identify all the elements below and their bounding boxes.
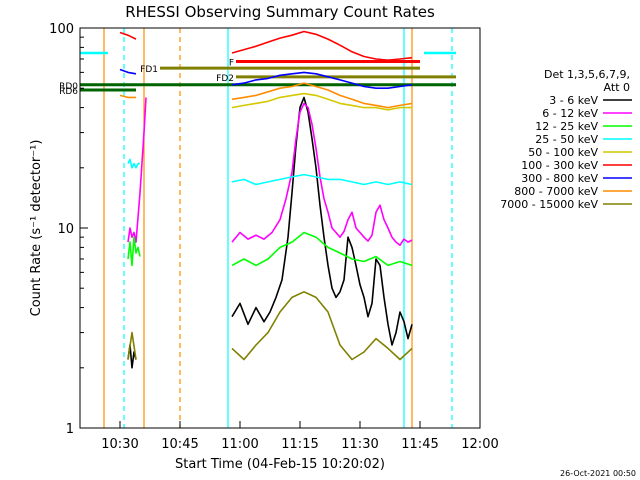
- legend-label-7: 800 - 7000 keV: [514, 185, 598, 198]
- series-line-8-segment-1: [231, 290, 413, 361]
- series-line-7-segment-1: [231, 82, 413, 109]
- series-line-6-segment-1: [231, 71, 413, 89]
- series-line-3-segment-0: [127, 158, 140, 169]
- legend-header-line-1: Att 0: [604, 81, 630, 94]
- series-line-7-segment-0: [119, 94, 136, 99]
- legend-label-1: 6 - 12 keV: [542, 107, 598, 120]
- state-bar-label-fd2: FD2: [216, 74, 234, 84]
- x-tick-label-1: 10:45: [161, 437, 198, 452]
- x-tick-label-4: 11:30: [341, 437, 378, 452]
- x-axis-label: Start Time (04-Feb-15 10:20:02): [175, 457, 385, 472]
- state-bar-label-fd1: FD1: [140, 65, 158, 75]
- series-line-5-segment-0: [119, 31, 137, 40]
- x-tick-label-6: 12:00: [461, 437, 498, 452]
- y-tick-label-2: 100: [49, 22, 74, 37]
- y-axis: 1 10 100: [49, 22, 88, 437]
- legend-label-8: 7000 - 15000 keV: [500, 198, 598, 211]
- state-bar-label-f: F: [229, 58, 234, 68]
- x-tick-label-3: 11:15: [281, 437, 318, 452]
- series-line-8-segment-0: [127, 331, 137, 360]
- x-axis: 10:30 10:45 11:00 11:15 11:30 11:45 12:00: [101, 421, 499, 452]
- footer-date: 26-Oct-2021 00:50: [560, 469, 636, 478]
- chart-title: RHESSI Observing Summary Count Rates: [125, 3, 435, 21]
- state-bar-label-rd6: RD6: [59, 87, 78, 97]
- series-line-1-segment-1: [231, 102, 413, 246]
- x-tick-label-0: 10:30: [101, 437, 138, 452]
- series-line-0-segment-1: [231, 96, 413, 346]
- legend-label-4: 50 - 100 keV: [528, 146, 598, 159]
- legend-label-2: 12 - 25 keV: [535, 120, 598, 133]
- state-bar-label-rd0: RD0: [59, 82, 78, 92]
- legend-label-5: 100 - 300 keV: [521, 159, 598, 172]
- y-tick-label-0: 1: [66, 422, 74, 437]
- series-line-6-segment-0: [119, 68, 137, 75]
- series-line-4-segment-0: [231, 92, 412, 111]
- legend-label-3: 25 - 50 keV: [535, 133, 598, 146]
- y-axis-label: Count Rate (s⁻¹ detector⁻¹): [29, 140, 44, 317]
- legend-label-6: 300 - 800 keV: [521, 172, 598, 185]
- y-tick-label-1: 10: [57, 222, 74, 237]
- series-line-5-segment-1: [231, 30, 413, 62]
- series-line-1-segment-0: [127, 97, 147, 243]
- legend-header-line-0: Det 1,3,5,6,7,9,: [544, 68, 630, 81]
- legend-label-0: 3 - 6 keV: [549, 94, 598, 107]
- series-line-3-segment-1: [231, 173, 413, 186]
- series-line-2-segment-1: [231, 231, 413, 267]
- x-tick-label-5: 11:45: [401, 437, 438, 452]
- series-line-2-segment-0: [127, 236, 141, 267]
- x-tick-label-2: 11:00: [221, 437, 258, 452]
